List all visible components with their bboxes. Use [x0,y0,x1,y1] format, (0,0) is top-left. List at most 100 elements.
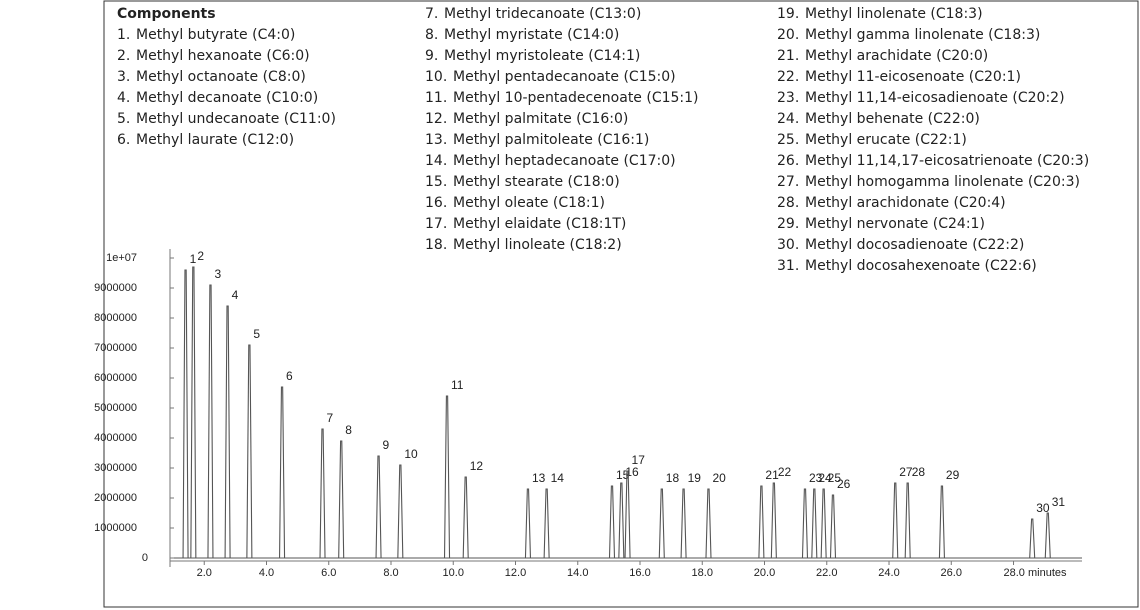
peak-label: 1 [190,252,197,266]
component-number: 11. [425,90,447,106]
peak [1044,512,1051,559]
y-tick-label: 1000000 [94,522,137,534]
peak [680,488,687,559]
y-tick-label: 9000000 [94,282,137,294]
peak [443,395,451,559]
component-name: Methyl octanoate (C8:0) [136,69,306,85]
component-name: Methyl linolenate (C18:3) [805,6,983,22]
x-tick-label: 4.0 [259,567,274,579]
component-name: Methyl butyrate (C4:0) [136,27,295,43]
peak-label: 7 [327,411,334,425]
peak-label: 26 [837,477,851,491]
peak [279,386,286,559]
component-name: Methyl arachidonate (C20:4) [805,195,1006,211]
peak [624,470,631,559]
peak [462,476,469,559]
peak [829,494,837,559]
component-number: 27. [777,174,799,190]
component-number: 6. [117,132,130,148]
component-name: Methyl erucate (C22:1) [805,132,967,148]
peak-label: 29 [946,468,960,482]
peak-label: 20 [712,471,726,485]
peak-label: 24 [818,471,832,485]
component-name: Methyl heptadecanoate (C17:0) [453,153,676,169]
peak [658,488,665,559]
component-number: 14. [425,153,447,169]
component-name: Methyl stearate (C18:0) [453,174,620,190]
peak [1029,518,1036,559]
component-number: 30. [777,237,799,253]
x-tick-label: 6.0 [321,567,336,579]
peak-label: 13 [532,471,546,485]
component-name: Methyl 10-pentadecenoate (C15:1) [453,90,699,106]
x-tick-label: 16.0 [629,567,650,579]
component-number: 23. [777,90,799,106]
peak [770,482,777,559]
y-tick-label: 5000000 [94,402,137,414]
component-name: Methyl hexanoate (C6:0) [136,48,310,64]
component-number: 13. [425,132,447,148]
peak-label: 14 [551,471,565,485]
component-name: Methyl gamma linolenate (C18:3) [805,27,1040,43]
component-number: 28. [777,195,799,211]
peak [182,269,189,559]
peak-label: 30 [1036,501,1050,515]
y-tick-label: 0 [142,552,148,564]
peak-label: 17 [632,453,646,467]
components-title: Components [117,6,216,22]
x-tick-label: 2.0 [197,567,212,579]
x-tick-label: 26.0 [941,567,962,579]
component-name: Methyl undecanoate (C11:0) [136,111,336,127]
component-number: 9. [425,48,438,64]
component-number: 15. [425,174,447,190]
component-name: Methyl 11-eicosenoate (C20:1) [805,69,1021,85]
component-number: 20. [777,27,799,43]
x-tick-label: 20.0 [754,567,775,579]
peak-label: 12 [470,459,484,473]
component-name: Methyl laurate (C12:0) [136,132,294,148]
y-tick-label: 4000000 [94,432,137,444]
peak [375,455,382,559]
peak-label: 23 [809,471,823,485]
component-name: Methyl docosadienoate (C22:2) [805,237,1024,253]
peak [397,464,404,559]
component-number: 7. [425,6,438,22]
y-tick-label: 1e+07 [106,252,137,264]
peak [705,488,712,559]
peak-label: 6 [286,369,293,383]
component-number: 3. [117,69,130,85]
component-name: Methyl docosahexenoate (C22:6) [805,258,1037,274]
component-number: 17. [425,216,447,232]
peak-label: 27 [899,465,913,479]
component-number: 8. [425,27,438,43]
peak-label: 5 [253,327,260,341]
x-tick-label: 28.0 minutes [1004,567,1067,579]
component-name: Methyl arachidate (C20:0) [805,48,988,64]
component-name: Methyl behenate (C22:0) [805,111,980,127]
component-number: 10. [425,69,447,85]
peak-label: 22 [778,465,792,479]
x-tick-label: 12.0 [505,567,526,579]
y-tick-label: 6000000 [94,372,137,384]
peak-label: 10 [404,447,418,461]
x-tick-label: 14.0 [567,567,588,579]
component-number: 24. [777,111,799,127]
component-number: 25. [777,132,799,148]
peak [338,440,345,559]
y-tick-label: 7000000 [94,342,137,354]
peak [207,284,214,559]
component-name: Methyl elaidate (C18:1T) [453,216,626,232]
component-number: 29. [777,216,799,232]
y-tick-label: 2000000 [94,492,137,504]
peak [608,485,616,559]
peak-label: 4 [232,288,239,302]
y-tick-label: 8000000 [94,312,137,324]
component-number: 5. [117,111,130,127]
peak [904,482,911,559]
peak [190,266,197,559]
y-tick-label: 3000000 [94,462,137,474]
peak-label: 2 [197,249,204,263]
peak [892,482,899,559]
component-number: 12. [425,111,447,127]
